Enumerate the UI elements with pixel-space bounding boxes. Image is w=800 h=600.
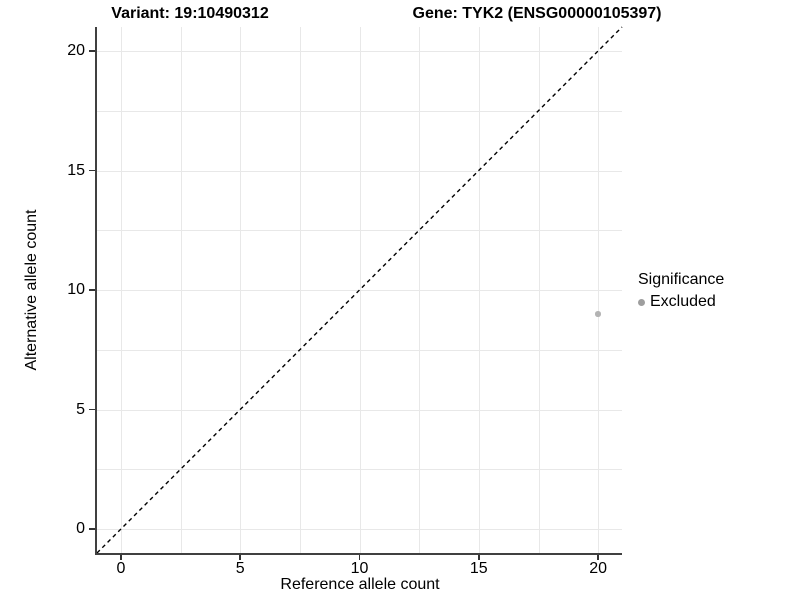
y-axis-tick: [89, 408, 95, 411]
x-axis-tick: [478, 555, 480, 560]
y-tick-label: 0: [76, 520, 85, 538]
plot-title-gene: Gene: TYK2 (ENSG00000105397): [412, 5, 662, 22]
y-axis-line: [95, 27, 97, 555]
gridline-vertical: [598, 27, 600, 553]
gridline-horizontal: [97, 50, 622, 52]
legend-item-label: Excluded: [650, 293, 716, 310]
excluded-marker-icon: [638, 298, 645, 306]
gridline-horizontal: [97, 110, 622, 112]
y-tick-label: 10: [67, 281, 85, 298]
x-tick-label: 5: [235, 560, 245, 577]
x-axis-tick: [358, 555, 361, 560]
y-tick-label: 20: [67, 41, 85, 59]
identity-dashed-line: [96, 26, 623, 554]
plot-title-variant: Variant: 19:10490312: [111, 5, 269, 22]
legend: Significance Excluded: [638, 270, 724, 312]
legend-title: Significance: [638, 271, 725, 288]
legend-item-excluded: Excluded: [638, 292, 724, 312]
x-axis-line: [95, 553, 622, 555]
y-axis-tick: [89, 528, 95, 530]
x-tick-label: 15: [469, 560, 488, 577]
data-point: [595, 311, 601, 317]
y-axis-title: Alternative allele count: [23, 209, 40, 371]
gridline-horizontal: [97, 230, 622, 232]
y-axis-tick: [89, 50, 95, 52]
x-axis-title: Reference allele count: [280, 576, 440, 593]
plot-panel: [96, 26, 623, 554]
x-tick-label: 0: [116, 560, 126, 577]
y-axis-tick: [89, 169, 95, 172]
gridline-vertical: [478, 27, 480, 553]
y-tick-label: 15: [67, 161, 85, 179]
y-tick-label: 5: [76, 400, 85, 418]
gridline-vertical: [538, 27, 540, 553]
x-axis-tick: [120, 555, 122, 560]
gridline-horizontal: [97, 170, 622, 172]
x-tick-label: 10: [350, 560, 369, 577]
y-axis-tick: [89, 289, 95, 291]
x-tick-label: 20: [589, 560, 607, 577]
gridline-vertical: [419, 27, 421, 553]
x-axis-tick: [597, 555, 599, 560]
x-axis-tick: [239, 555, 241, 560]
